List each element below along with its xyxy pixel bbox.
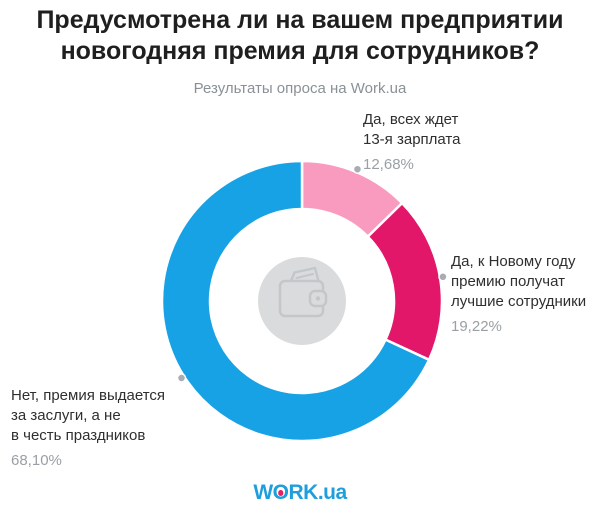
segment-label-2-line-3: в честь праздников xyxy=(11,427,146,444)
wallet-icon xyxy=(278,266,328,318)
work-ua-logo[interactable]: WORK.ua xyxy=(0,481,600,505)
wallet-bill xyxy=(289,266,320,283)
logo-letter-w: W xyxy=(253,481,273,504)
segment-label-2-line-1: Нет, премия выдается xyxy=(11,387,166,404)
chart-center-circle xyxy=(258,257,346,345)
donut-segment-2[interactable] xyxy=(160,159,431,443)
segment-marker-0 xyxy=(352,164,363,174)
logo-letter-o: O xyxy=(273,481,289,505)
wallet-bill-fold xyxy=(295,273,314,279)
logo-letters-rk: RK xyxy=(288,481,318,504)
segment-percent-2: 68,10% xyxy=(11,452,62,469)
wallet-clasp-button xyxy=(315,296,321,301)
page-title: Предусмотрена ли на вашем предприятии но… xyxy=(0,5,600,67)
segment-marker-2 xyxy=(176,373,187,383)
segment-label-2: Нет, премия выдается за заслуги, а не в … xyxy=(11,386,165,471)
segment-label-1: Да, к Новому году премию получат лучшие … xyxy=(451,252,586,337)
segment-label-2-line-2: за заслуги, а не xyxy=(11,407,121,424)
donut-segment-1[interactable] xyxy=(366,201,444,362)
page-title-line-2: новогодняя премия для сотрудников? xyxy=(60,37,540,65)
segment-label-1-line-3: лучшие сотрудники xyxy=(451,293,587,310)
segment-markers xyxy=(176,164,448,383)
logo-letter-o-glyph: O xyxy=(272,481,289,504)
segment-label-0-line-2: 13-я зарплата xyxy=(363,131,461,148)
page-subtitle: Результаты опроса на Work.ua xyxy=(193,80,407,97)
page-title-line-1: Предусмотрена ли на вашем предприятии xyxy=(36,6,564,34)
segment-label-0: Да, всех ждет 13-я зарплата 12,68% xyxy=(363,110,460,175)
segment-percent-1: 19,22% xyxy=(451,318,502,335)
segment-label-0-line-1: Да, всех ждет xyxy=(363,111,459,128)
segment-percent-0: 12,68% xyxy=(363,156,414,173)
donut-segments xyxy=(160,159,444,443)
segment-label-1-line-1: Да, к Новому году xyxy=(451,253,576,270)
logo-domain: .ua xyxy=(317,481,347,504)
segment-label-1-line-2: премию получат xyxy=(451,273,566,290)
segment-marker-1 xyxy=(438,272,448,282)
